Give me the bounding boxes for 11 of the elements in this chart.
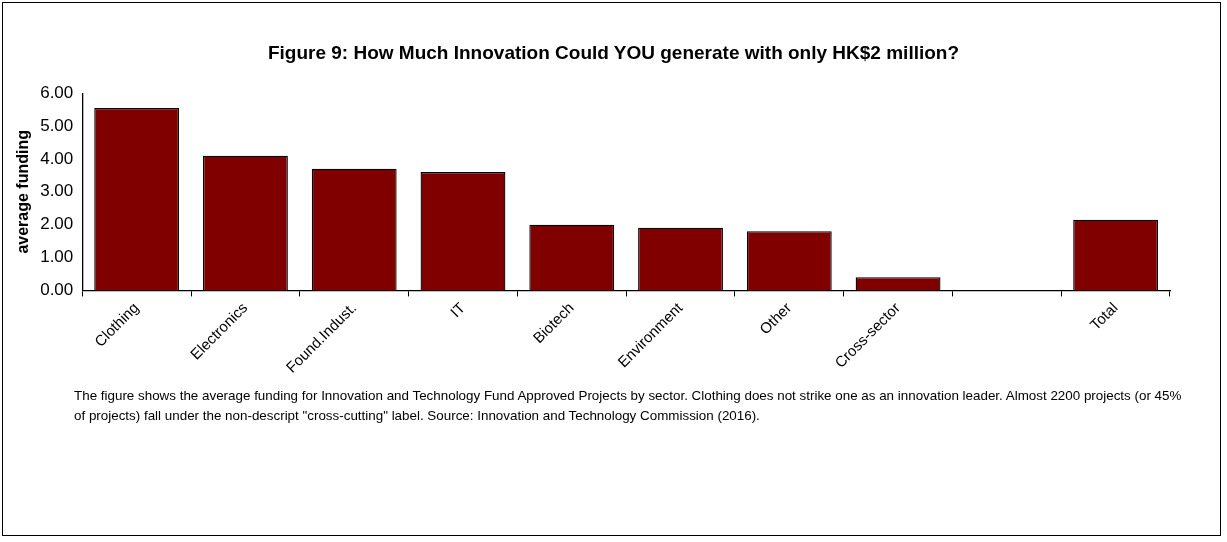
y-axis-title: average funding: [14, 130, 32, 254]
y-tick-label: 3.00: [40, 181, 74, 201]
y-tick-label: 5.00: [40, 115, 74, 135]
y-tick-label: 0.00: [40, 280, 74, 300]
y-tick-label: 1.00: [40, 247, 74, 267]
y-tick-label: 4.00: [40, 148, 74, 168]
y-tick-label: 2.00: [40, 214, 74, 234]
x-tick-label: IT: [446, 298, 469, 321]
text: The figure shows the average funding for Innovation and Technology Fund Approved Projects by sector. Clothing does not strike one as an innovation leader. Almost 2200 projects (or 45% of projects) fall under the non-descript "cross-cutting" label. Source: Innovation and Technology Commission (2016).: [74, 387, 1183, 425]
chart-title: Figure 9: How Much Innovation Could YOU generate with only HK$2 million?: [266, 42, 961, 64]
y-tick-label: 6.00: [40, 82, 74, 102]
